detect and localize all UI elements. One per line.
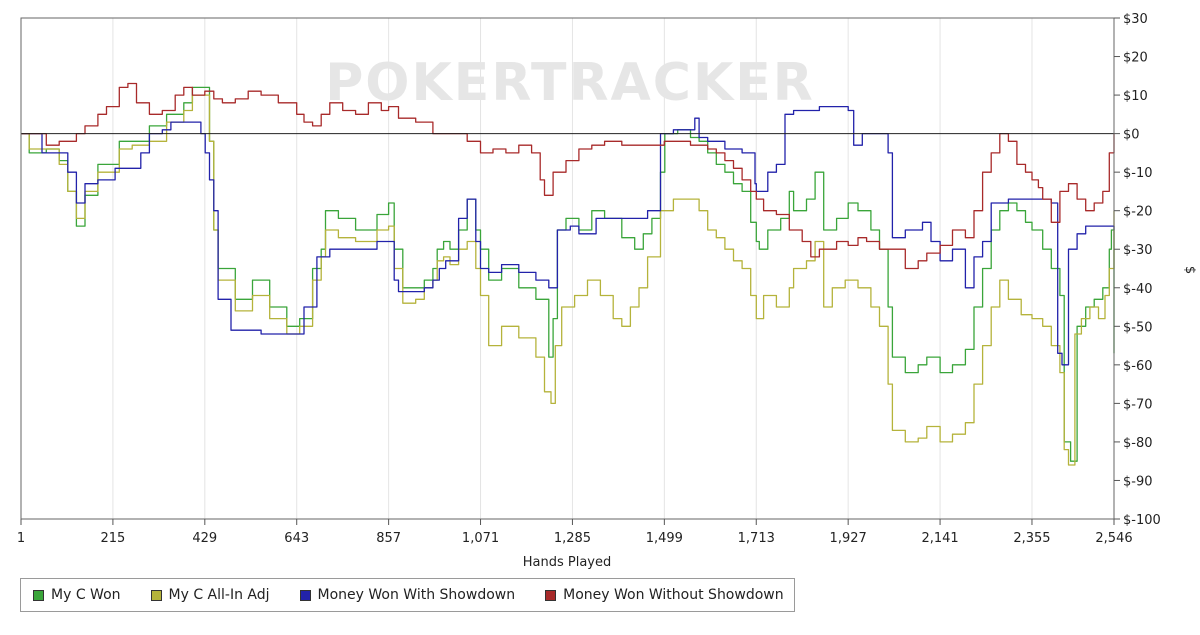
- legend-item-4[interactable]: Money Won Without Showdown: [537, 587, 784, 603]
- y-tick-label: $20: [1123, 51, 1148, 66]
- legend-item-3[interactable]: Money Won With Showdown: [292, 587, 516, 603]
- x-tick-label: 2,546: [1095, 531, 1132, 546]
- legend-item-2[interactable]: My C All-In Adj: [143, 587, 270, 603]
- x-tick-label: 857: [376, 531, 401, 546]
- legend-swatch: [299, 589, 311, 601]
- plot-frame: [20, 17, 1115, 520]
- y-tick-label: $-20: [1123, 205, 1153, 220]
- y-axis-label: $: [1182, 266, 1197, 274]
- x-axis: 1 215 429 643 857 1,071 1,285 1,499 1,713 1,927 2,…: [17, 519, 1133, 546]
- legend-label: My C Won: [51, 587, 121, 603]
- x-tick-label: 1,927: [830, 531, 867, 546]
- series-line-1: [21, 86, 1115, 462]
- y-tick-label: $-70: [1123, 397, 1153, 412]
- x-tick-label: 215: [100, 531, 125, 546]
- series-lines: [21, 82, 1115, 466]
- x-tick-label: 1,713: [738, 531, 775, 546]
- x-tick-label: 1,499: [646, 531, 683, 546]
- y-tick-label: $-90: [1123, 474, 1153, 489]
- series-line-3: [21, 105, 1115, 366]
- y-tick-label: $30: [1123, 12, 1148, 27]
- y-axis: $30 $20 $10 $0 $-10 $-20 $-30 $-40 $-50 $-60 $-70 $…: [1114, 12, 1161, 528]
- legend-swatch: [150, 589, 162, 601]
- y-tick-label: $-10: [1123, 166, 1153, 181]
- y-tick-label: $-100: [1123, 513, 1161, 528]
- y-tick-label: $-50: [1123, 320, 1153, 335]
- x-tick-label: 1: [17, 531, 25, 546]
- series-line-2: [21, 94, 1115, 466]
- legend-label: Money Won With Showdown: [317, 587, 516, 603]
- y-tick-label: $10: [1123, 89, 1148, 104]
- y-tick-label: $-60: [1123, 359, 1153, 374]
- legend-label: My C All-In Adj: [168, 587, 270, 603]
- legend-swatch: [33, 589, 44, 601]
- y-tick-label: $0: [1123, 128, 1140, 143]
- x-tick-label: 643: [284, 531, 309, 546]
- x-tick-label: 429: [192, 531, 217, 546]
- y-tick-label: $-40: [1123, 282, 1153, 297]
- legend-swatch: [545, 589, 557, 601]
- series-line-4: [21, 82, 1115, 270]
- y-tick-label: $-30: [1123, 243, 1153, 258]
- legend-label: Money Won Without Showdown: [563, 587, 784, 603]
- y-tick-label: $-80: [1123, 436, 1153, 451]
- watermark-logo: POKERTRACKER: [325, 53, 815, 113]
- x-tick-label: 2,355: [1013, 531, 1050, 546]
- x-tick-label: 1,071: [462, 531, 499, 546]
- legend-item-1[interactable]: My C Won: [25, 587, 121, 603]
- x-axis-label: Hands Played: [523, 555, 612, 570]
- x-tick-label: 2,141: [921, 531, 958, 546]
- x-tick-label: 1,285: [554, 531, 591, 546]
- chart-legend: My C Won My C All-In Adj Money Won With Sh…: [20, 578, 795, 612]
